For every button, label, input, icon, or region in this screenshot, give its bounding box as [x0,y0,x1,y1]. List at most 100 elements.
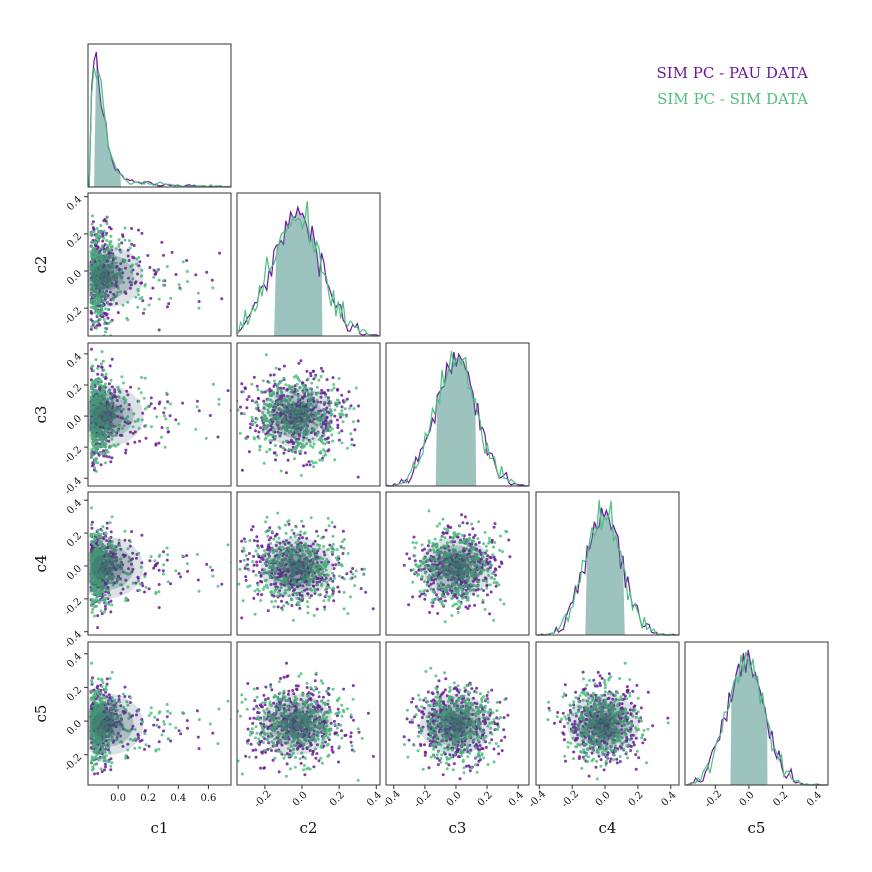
point-0 [326,449,330,453]
point-1 [96,367,100,370]
point-1 [310,577,314,581]
point-1 [308,413,312,417]
point-1 [265,403,268,407]
point-0 [138,439,142,443]
point-1 [104,461,107,465]
point-1 [284,439,288,443]
point-1 [278,526,282,530]
point-1 [247,568,251,572]
point-1 [272,605,276,609]
point-1 [274,366,278,370]
point-1 [349,595,352,599]
point-1 [312,465,315,469]
point-0 [325,590,329,594]
point-1 [317,593,321,597]
point-1 [110,543,114,547]
point-1 [291,416,295,420]
point-0 [97,337,100,340]
point-0 [282,540,285,544]
point-1 [90,561,93,565]
point-1 [94,397,98,401]
point-1 [320,458,324,462]
point-1 [116,385,120,389]
point-1 [290,528,294,532]
point-1 [107,416,111,420]
points-c2-c4 [237,511,375,622]
point-1 [337,563,341,567]
point-1 [107,588,111,592]
point-1 [161,279,165,283]
point-1 [264,530,268,534]
point-0 [123,420,127,424]
point-1 [244,437,248,441]
point-1 [303,553,307,557]
point-1 [431,541,435,545]
point-1 [108,433,112,437]
hist-line-c4-0 [537,507,678,636]
point-0 [100,612,104,616]
point-0 [345,397,349,401]
point-1 [95,564,99,568]
point-0 [119,262,123,266]
point-1 [104,291,108,295]
point-0 [269,583,273,586]
point-1 [346,612,350,616]
point-0 [96,372,100,376]
point-0 [151,286,155,290]
point-1 [275,420,279,424]
point-1 [273,570,277,574]
point-0 [130,227,134,230]
point-1 [443,595,447,599]
point-0 [309,371,312,375]
point-0 [275,391,279,395]
point-0 [315,561,319,565]
point-1 [261,430,265,433]
point-1 [97,434,101,438]
point-1 [103,544,107,548]
point-1 [295,593,299,596]
point-1 [294,440,298,444]
point-1 [94,560,98,564]
point-1 [493,577,496,581]
point-1 [114,444,118,448]
point-0 [174,273,178,276]
point-0 [478,550,482,554]
point-0 [485,583,489,587]
point-1 [104,269,108,273]
point-1 [112,429,116,433]
point-0 [252,539,256,543]
point-1 [300,590,304,594]
point-1 [98,292,102,296]
point-1 [331,439,335,443]
point-1 [149,555,153,559]
point-1 [444,590,448,594]
point-1 [97,575,101,579]
point-0 [130,562,133,566]
point-1 [492,545,495,549]
point-1 [272,551,275,555]
point-1 [282,575,286,579]
point-1 [108,267,112,271]
point-0 [216,435,220,439]
point-1 [90,430,94,434]
point-1 [328,424,332,428]
point-0 [412,535,416,539]
point-1 [325,558,329,561]
density-contour [88,245,144,308]
point-1 [335,548,339,552]
point-0 [276,403,280,406]
point-1 [91,295,95,299]
point-0 [277,572,280,576]
point-1 [282,376,286,380]
point-1 [321,579,325,583]
point-0 [325,378,329,382]
point-1 [440,588,444,592]
point-1 [321,441,325,445]
point-1 [91,247,95,250]
point-0 [285,388,289,392]
point-1 [94,597,98,601]
point-1 [268,560,272,564]
point-1 [93,262,97,266]
point-1 [323,607,327,611]
point-1 [94,555,98,559]
